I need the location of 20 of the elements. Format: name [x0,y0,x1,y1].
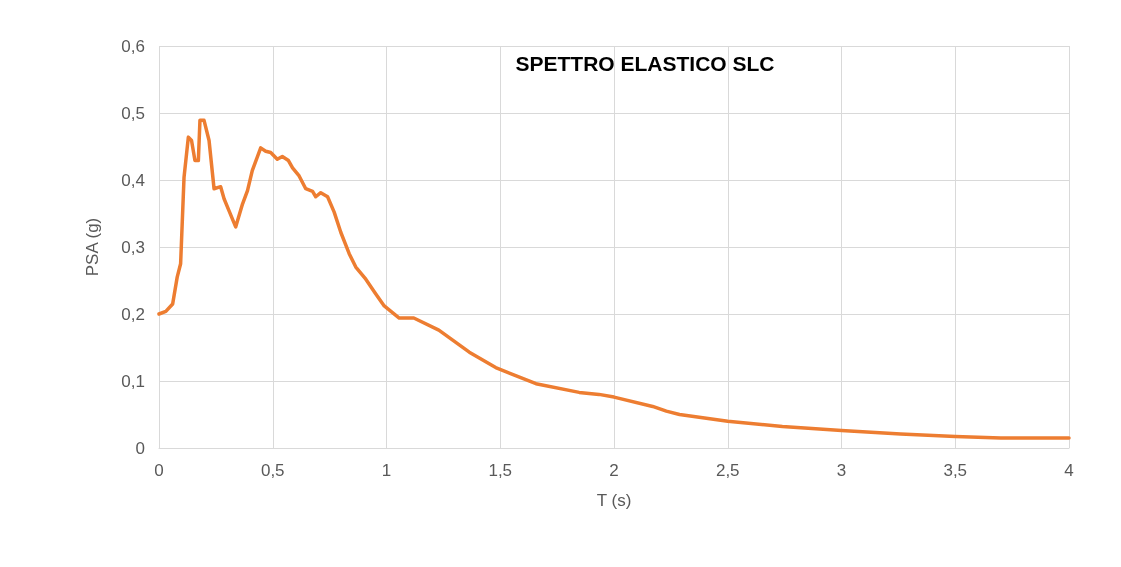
x-tick-label: 4 [1064,461,1074,480]
x-tick-label: 0,5 [260,461,285,480]
x-tick-label: 3,5 [943,461,968,480]
chart-title: SPETTRO ELASTICO SLC [515,52,775,75]
y-tick-label: 0,3 [121,237,145,257]
line-series [157,118,1071,440]
y-tick-label: 0,6 [121,36,145,56]
x-axis-title: T (s) [596,491,632,510]
x-tick-label: 2 [609,461,619,480]
y-tick-label: 0,5 [121,103,145,123]
y-tick-label: 0 [135,438,145,458]
x-tick-label: 1 [381,461,392,480]
x-tick-label: 0 [154,461,164,480]
x-tick-label: 2,5 [715,461,740,480]
x-tick-label: 3 [836,461,847,480]
y-tick-label: 0,2 [121,304,145,324]
y-tick-label: 0,1 [121,371,145,391]
y-tick-label: 0,4 [121,170,145,190]
y-axis-title: PSA (g) [83,217,102,277]
x-tick-label: 1,5 [488,461,513,480]
